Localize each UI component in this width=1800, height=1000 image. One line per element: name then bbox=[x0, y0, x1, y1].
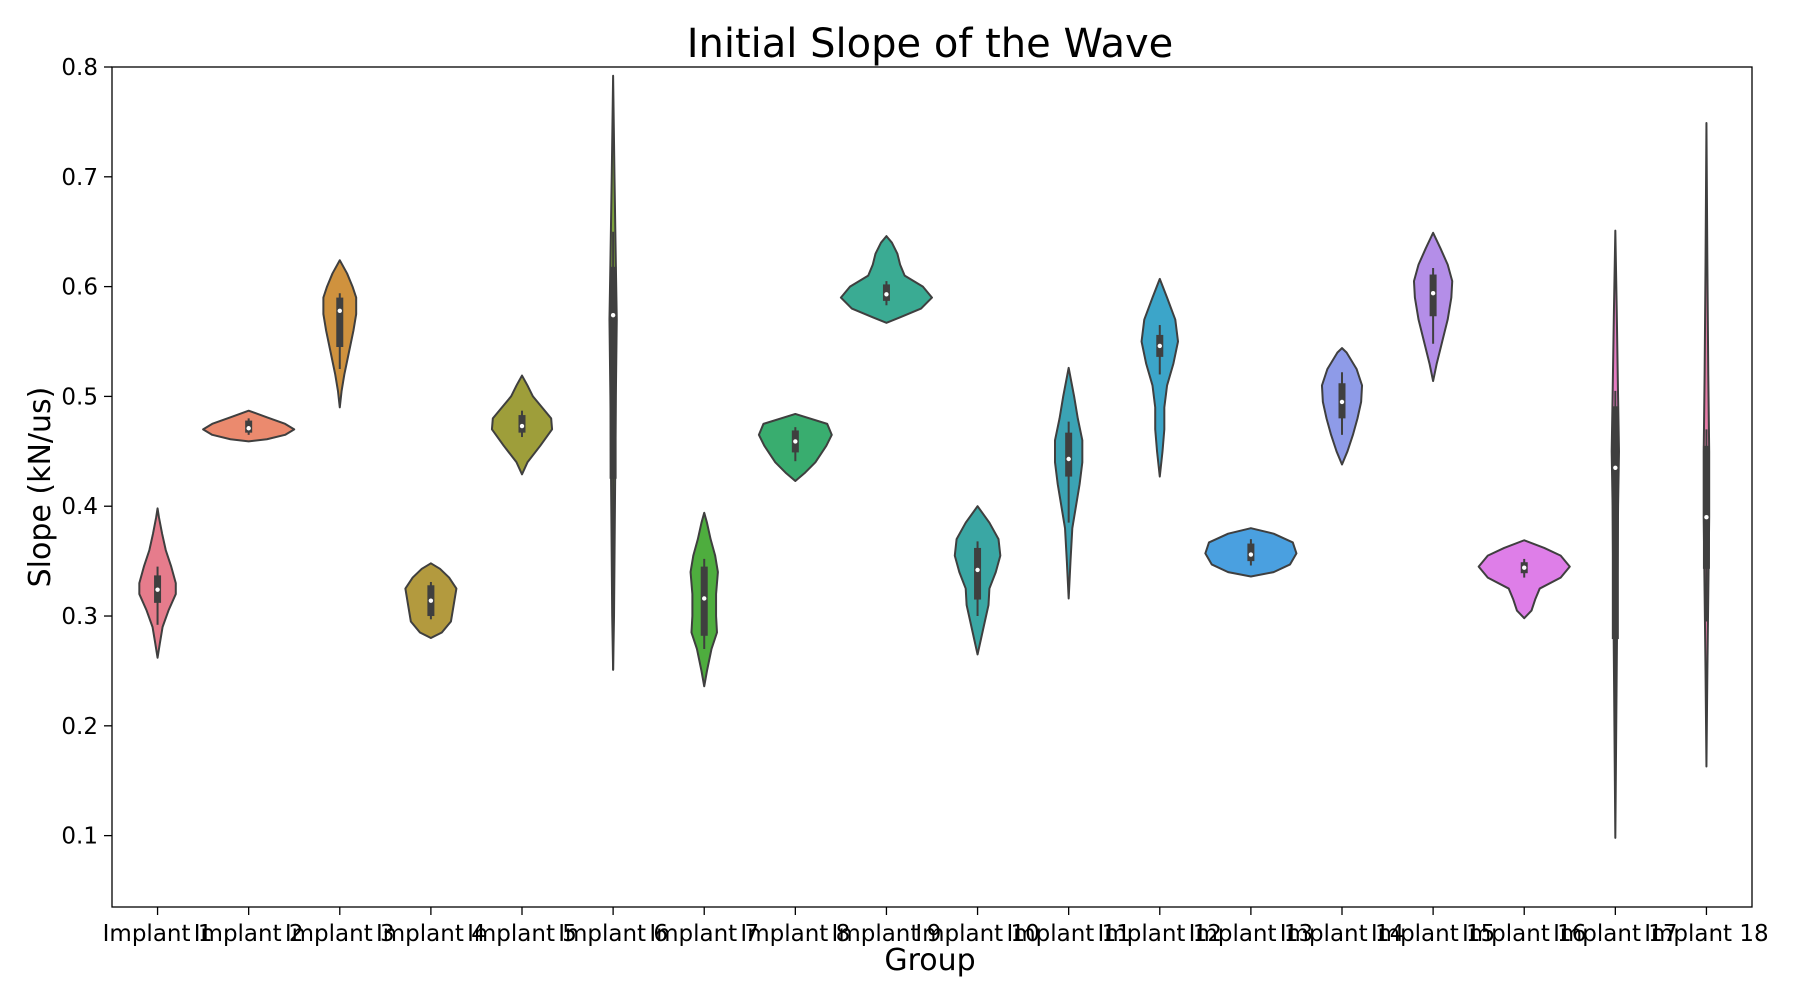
y-tick-label: 0.8 bbox=[61, 55, 98, 81]
violin-iqr-box bbox=[1702, 445, 1710, 569]
x-tick-label: Implant 7 bbox=[649, 921, 759, 947]
violin bbox=[1702, 122, 1711, 768]
violin bbox=[1140, 277, 1179, 478]
violin-median bbox=[702, 596, 707, 601]
violin-iqr-box bbox=[1065, 432, 1073, 477]
y-axis-label: Slope (kN/us) bbox=[23, 387, 58, 588]
violin-iqr-box bbox=[1611, 406, 1619, 640]
violin-median bbox=[519, 423, 525, 429]
y-tick-label: 0.6 bbox=[61, 275, 98, 301]
violin bbox=[138, 507, 177, 659]
x-tick-label: Implant 17 bbox=[1553, 921, 1677, 947]
violin bbox=[490, 374, 554, 476]
violin-median bbox=[155, 587, 160, 592]
y-tick-label: 0.5 bbox=[61, 384, 98, 410]
violin bbox=[1412, 231, 1454, 383]
x-tick-label: Implant 9 bbox=[832, 921, 942, 947]
violin-median bbox=[1430, 290, 1436, 296]
x-tick-label: Implant 2 bbox=[194, 921, 304, 947]
violin bbox=[404, 562, 458, 639]
violin-iqr-box bbox=[609, 266, 617, 479]
violin-median bbox=[246, 426, 251, 431]
x-tick-label: Implant 12 bbox=[1098, 921, 1222, 947]
violin bbox=[839, 235, 933, 324]
violin bbox=[608, 74, 618, 671]
violin-median bbox=[1339, 399, 1345, 405]
violin bbox=[1054, 366, 1084, 600]
violin-iqr-box bbox=[336, 297, 344, 347]
violin bbox=[1320, 347, 1364, 466]
x-tick-label: Implant 5 bbox=[467, 921, 577, 947]
violin-median bbox=[1704, 514, 1709, 520]
violin bbox=[202, 409, 296, 443]
violin-body bbox=[1477, 539, 1571, 620]
violin bbox=[1477, 539, 1571, 620]
x-tick-label: Implant 10 bbox=[915, 921, 1039, 947]
violin-median bbox=[1157, 343, 1162, 349]
x-tick-label: Implant 4 bbox=[376, 921, 486, 947]
x-tick-label: Implant 6 bbox=[558, 921, 668, 947]
violin bbox=[689, 511, 719, 688]
violin bbox=[322, 259, 358, 409]
violins-layer bbox=[138, 74, 1711, 839]
x-tick-label: Implant 1 bbox=[103, 921, 213, 947]
y-tick-label: 0.4 bbox=[61, 494, 98, 520]
chart-title: Initial Slope of the Wave bbox=[687, 21, 1174, 67]
violin-body bbox=[839, 235, 933, 324]
x-tick-label: Implant 11 bbox=[1006, 921, 1130, 947]
violin bbox=[757, 412, 833, 482]
violin bbox=[1610, 229, 1620, 839]
violin-median bbox=[884, 292, 889, 297]
x-axis-label: Group bbox=[884, 943, 975, 978]
violin-median bbox=[1613, 465, 1618, 470]
y-tick-label: 0.1 bbox=[61, 824, 98, 850]
violin-median bbox=[793, 439, 798, 444]
violin-body bbox=[1140, 277, 1179, 478]
violin bbox=[953, 505, 1002, 656]
x-tick-label: Implant 18 bbox=[1644, 921, 1768, 947]
violin-median bbox=[610, 312, 616, 318]
violin-median bbox=[1522, 565, 1527, 570]
violin-median bbox=[975, 567, 980, 573]
violin-iqr-box bbox=[700, 566, 708, 636]
x-tick-label: Implant 14 bbox=[1280, 921, 1404, 947]
violin-median bbox=[337, 308, 342, 313]
y-tick-label: 0.7 bbox=[61, 165, 98, 191]
violin-median bbox=[1248, 552, 1254, 557]
x-tick-label: Implant 16 bbox=[1462, 921, 1586, 947]
x-tick-label: Implant 15 bbox=[1371, 921, 1495, 947]
y-axis: 0.1 0.2 0.3 0.4 0.5 0.6 0.7 0.8 bbox=[61, 55, 112, 850]
violin-median bbox=[1066, 456, 1071, 462]
x-tick-label: Implant 3 bbox=[285, 921, 395, 947]
violin-iqr-box bbox=[974, 547, 982, 600]
violin-median bbox=[428, 598, 434, 603]
x-tick-label: Implant 13 bbox=[1189, 921, 1313, 947]
violin bbox=[1204, 527, 1298, 578]
plot-area bbox=[111, 66, 1753, 908]
y-tick-label: 0.2 bbox=[61, 714, 98, 740]
x-tick-label: Implant 8 bbox=[740, 921, 850, 947]
y-tick-label: 0.3 bbox=[61, 604, 98, 630]
